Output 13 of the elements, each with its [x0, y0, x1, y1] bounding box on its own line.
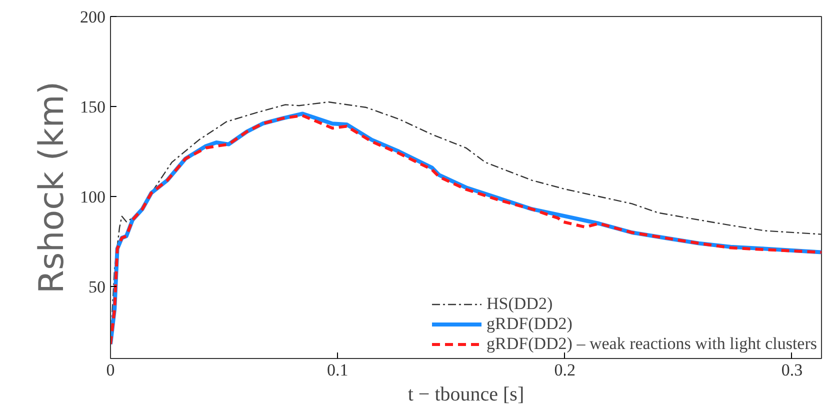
y-tick-label: 150	[80, 98, 106, 116]
y-tick-label: 100	[80, 188, 106, 206]
x-tick-label: 0	[106, 360, 115, 380]
x-tick-label: 0.2	[554, 360, 576, 380]
legend-label: gRDF(DD2)	[486, 314, 572, 334]
x-tick-label: 0.1	[327, 360, 348, 380]
legend-label: gRDF(DD2) – weak reactions with light clusters	[486, 334, 817, 354]
y-tick-label: 50	[88, 278, 106, 296]
x-axis-title: t − tbounce [s]	[408, 384, 524, 406]
y-axis-title: Rshock (km)	[32, 81, 72, 294]
legend-label: HS(DD2)	[486, 294, 553, 314]
y-tick-label: 200	[80, 8, 106, 26]
x-tick-label: 0.3	[781, 360, 803, 380]
